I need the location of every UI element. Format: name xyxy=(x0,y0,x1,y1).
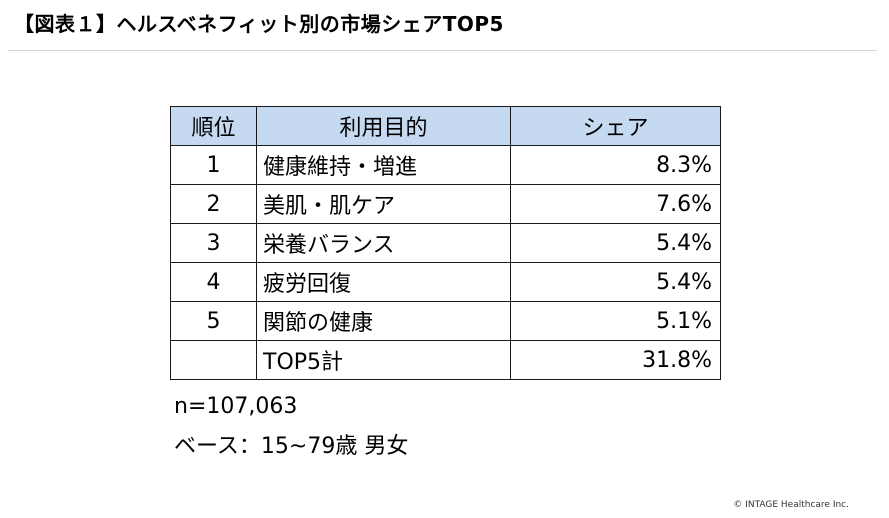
figure-title: 【図表１】ヘルスベネフィット別の市場シェアTOP5 xyxy=(14,12,504,36)
sample-size-note: n=107,063 xyxy=(174,394,298,419)
rank-cell: 1 xyxy=(170,145,257,185)
share-cell: 5.4% xyxy=(510,223,721,263)
total-label-cell: TOP5計 xyxy=(256,340,511,380)
market-share-table: 順位 利用目的 シェア 1 健康維持・増進 8.3% 2 美肌・肌ケア 7.6%… xyxy=(170,106,721,380)
rank-cell: 2 xyxy=(170,184,257,224)
share-cell: 7.6% xyxy=(510,184,721,224)
table-row: 4 疲労回復 5.4% xyxy=(170,262,721,302)
share-cell: 8.3% xyxy=(510,145,721,185)
total-share-cell: 31.8% xyxy=(510,340,721,380)
purpose-cell: 栄養バランス xyxy=(256,223,511,263)
table-row: 5 関節の健康 5.1% xyxy=(170,301,721,341)
share-cell: 5.4% xyxy=(510,262,721,302)
table-row: 2 美肌・肌ケア 7.6% xyxy=(170,184,721,224)
rank-cell: 5 xyxy=(170,301,257,341)
table-row: 1 健康維持・増進 8.3% xyxy=(170,145,721,185)
rank-cell: 4 xyxy=(170,262,257,302)
purpose-cell: 健康維持・増進 xyxy=(256,145,511,185)
rank-cell: 3 xyxy=(170,223,257,263)
base-note: ベース：15~79歳 男女 xyxy=(174,434,409,459)
total-blank-cell xyxy=(170,340,257,380)
share-cell: 5.1% xyxy=(510,301,721,341)
copyright-text: © INTAGE Healthcare Inc. xyxy=(733,500,849,510)
header-purpose: 利用目的 xyxy=(256,106,511,146)
purpose-cell: 美肌・肌ケア xyxy=(256,184,511,224)
header-rank: 順位 xyxy=(170,106,257,146)
table-total-row: TOP5計 31.8% xyxy=(170,340,721,380)
purpose-cell: 疲労回復 xyxy=(256,262,511,302)
header-share: シェア xyxy=(510,106,721,146)
table-header-row: 順位 利用目的 シェア xyxy=(170,106,721,146)
title-divider xyxy=(8,50,877,51)
purpose-cell: 関節の健康 xyxy=(256,301,511,341)
table-row: 3 栄養バランス 5.4% xyxy=(170,223,721,263)
